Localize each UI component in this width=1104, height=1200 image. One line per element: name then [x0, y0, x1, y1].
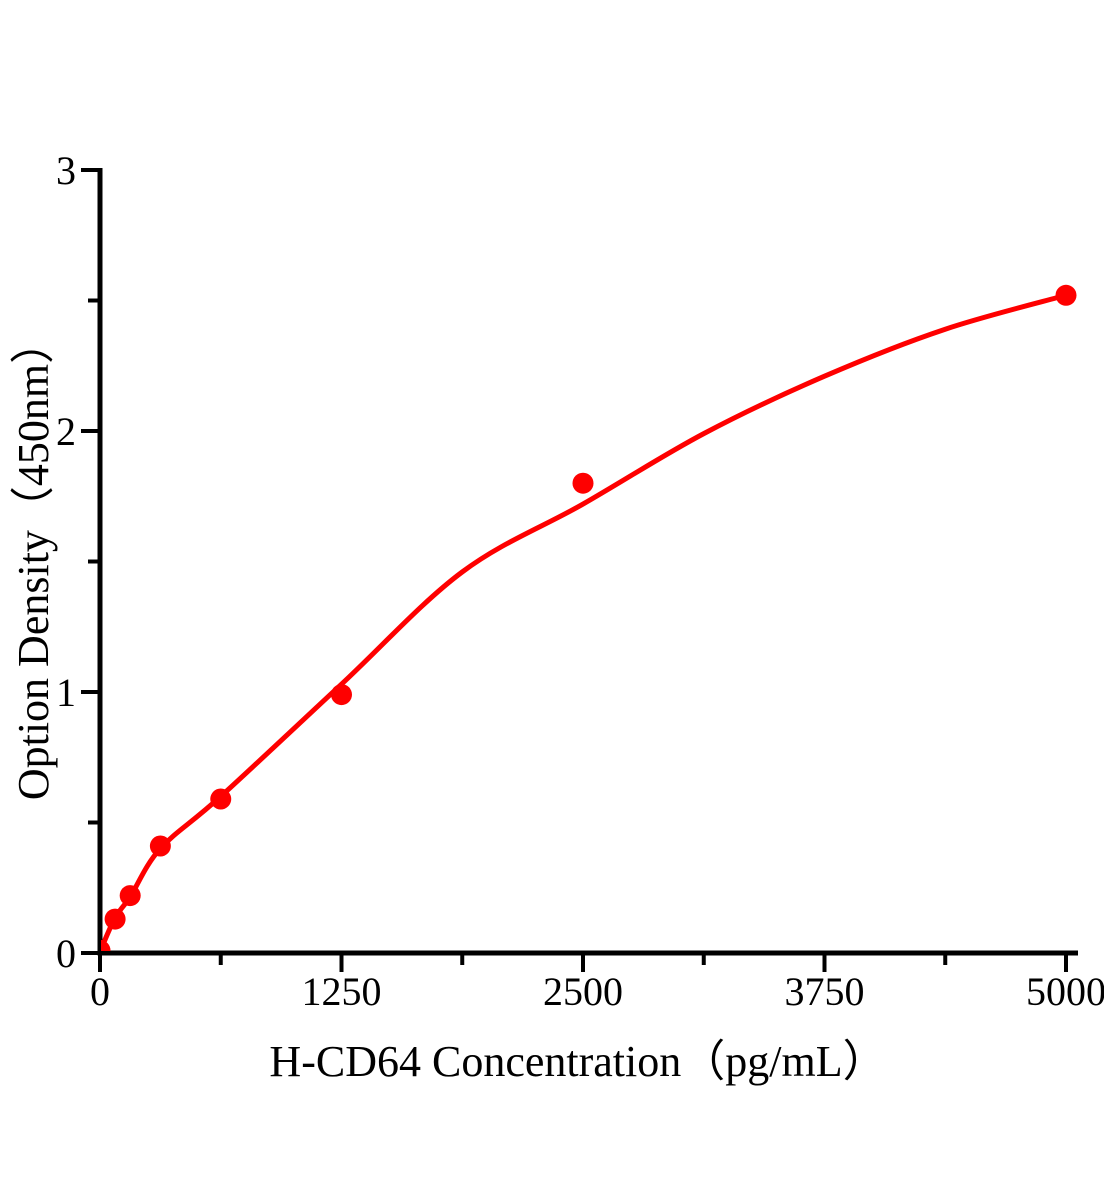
data-point: [101, 939, 111, 951]
y-axis-title: Option Density（450nm）: [8, 319, 58, 801]
x-tick-label: 1250: [302, 969, 382, 1014]
y-tick-label: 0: [56, 931, 76, 976]
data-point: [1055, 284, 1077, 306]
y-tick-label: 2: [56, 409, 76, 454]
data-point: [331, 684, 352, 706]
data-point: [572, 472, 594, 494]
data-point: [149, 835, 171, 857]
data-point: [210, 788, 232, 810]
y-tick-label: 1: [56, 670, 76, 715]
x-tick-label: 5000: [1026, 969, 1104, 1014]
data-point: [104, 908, 126, 930]
fit-curve: [101, 292, 1069, 951]
x-tick-label: 3750: [785, 969, 865, 1014]
x-tick-label: 0: [90, 969, 110, 1014]
data-point: [119, 885, 141, 907]
x-axis-title: H-CD64 Concentration（pg/mL）: [269, 1036, 887, 1086]
y-tick-label: 3: [56, 148, 76, 193]
x-tick-label: 2500: [543, 969, 623, 1014]
